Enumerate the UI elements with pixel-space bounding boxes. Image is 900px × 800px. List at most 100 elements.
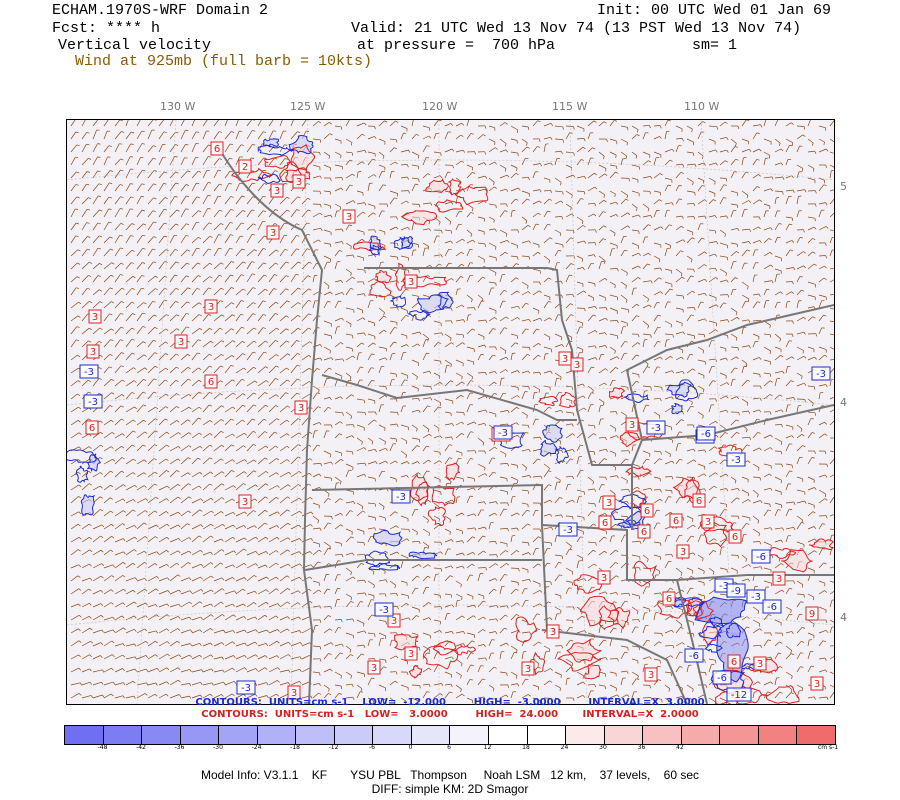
wind-barb — [103, 248, 114, 257]
wind-barb — [92, 669, 105, 673]
wind-barb — [653, 411, 661, 419]
wind-barb — [169, 182, 179, 192]
wind-barb — [147, 551, 159, 556]
wind-barb — [576, 326, 583, 335]
wind-barb — [620, 450, 631, 454]
wind-barb — [224, 590, 237, 595]
wind-barb — [653, 592, 663, 596]
wind-barb — [70, 523, 81, 530]
wind-barb — [455, 631, 466, 635]
wind-barb — [70, 640, 82, 647]
wind-barb — [543, 255, 551, 264]
wind-barb — [290, 551, 302, 556]
wind-barb — [785, 653, 795, 660]
wind-barb — [631, 354, 640, 361]
contour-label: 3 — [676, 544, 690, 559]
wind-barb — [554, 344, 564, 348]
wind-barb — [158, 628, 170, 634]
wind-barb — [488, 501, 498, 505]
contour-label: -3 — [79, 364, 99, 379]
wind-barb — [719, 255, 729, 261]
wind-barb — [400, 307, 408, 314]
color-bar-tick: -18 — [290, 744, 300, 751]
wind-barb — [818, 148, 829, 153]
wind-barb — [598, 368, 608, 374]
wind-barb — [455, 565, 465, 569]
wind-barb — [587, 213, 597, 218]
wind-barb — [235, 654, 247, 660]
wind-barb — [213, 262, 224, 270]
wind-barb — [301, 313, 312, 322]
wind-barb — [653, 326, 661, 335]
wind-barb — [609, 367, 619, 374]
wind-barb — [576, 346, 584, 353]
model-title: ECHAM.1970S-WRF Domain 2 — [52, 2, 269, 19]
wind-barb — [180, 562, 191, 569]
wind-barb — [367, 419, 377, 426]
wind-barb — [323, 397, 332, 401]
wind-barb — [202, 130, 210, 140]
wind-barb — [324, 177, 332, 182]
wind-barb — [257, 457, 268, 465]
wind-barb — [466, 314, 472, 322]
wind-barb — [411, 615, 420, 621]
wind-barb — [675, 627, 684, 634]
wind-barb — [455, 276, 464, 283]
wind-barb — [521, 391, 528, 400]
wind-barb — [169, 538, 181, 543]
wind-barb — [103, 301, 114, 309]
wind-barb — [422, 228, 432, 232]
wind-barb — [455, 458, 462, 465]
wind-barb — [103, 458, 116, 465]
wind-barb — [92, 143, 101, 153]
wind-barb — [158, 275, 168, 283]
wind-barb — [180, 406, 192, 413]
wind-barb — [279, 248, 288, 257]
wind-barb — [202, 248, 212, 257]
color-bar-cell — [334, 726, 374, 744]
wind-barb — [466, 307, 476, 311]
wind-barb — [730, 419, 739, 426]
wind-barb — [158, 393, 169, 400]
wind-barb — [697, 411, 704, 419]
wind-barb — [323, 378, 330, 387]
color-bar-cell — [373, 726, 412, 744]
wind-barb — [455, 359, 464, 367]
wind-barb — [477, 242, 486, 247]
wind-barb — [763, 300, 770, 309]
wind-barb — [147, 378, 157, 387]
wind-barb — [631, 380, 640, 387]
wind-barb — [818, 327, 825, 335]
wind-barb — [620, 138, 628, 146]
wind-barb — [400, 617, 411, 621]
contour-label: -3 — [558, 522, 578, 537]
wind-barb — [279, 669, 291, 673]
wind-barb — [730, 515, 740, 520]
wind-barb — [807, 138, 814, 146]
wind-barb — [356, 255, 364, 261]
wind-barb — [697, 215, 707, 219]
wind-barb — [180, 590, 193, 595]
wind-barb — [191, 472, 203, 478]
wind-barb — [598, 307, 608, 311]
wind-barb — [103, 392, 115, 400]
wind-barb — [708, 177, 716, 185]
wind-barb — [92, 129, 100, 140]
wind-barb — [147, 391, 157, 400]
wind-barb — [180, 432, 192, 439]
wind-barb — [356, 149, 367, 154]
wind-barb — [609, 333, 619, 339]
wind-barb — [158, 197, 168, 205]
wind-barb — [719, 432, 728, 439]
pressure-level: at pressure = 700 hPa — [357, 37, 556, 54]
contour-label: -3 — [811, 366, 831, 381]
wind-barb — [532, 223, 539, 231]
wind-barb — [785, 333, 794, 338]
wind-barb — [653, 291, 663, 296]
wind-barb — [411, 120, 414, 127]
wind-barb — [576, 267, 585, 271]
wind-barb — [356, 190, 364, 196]
wind-barb — [752, 447, 762, 452]
wind-barb — [136, 234, 146, 244]
contour-line — [427, 506, 446, 527]
